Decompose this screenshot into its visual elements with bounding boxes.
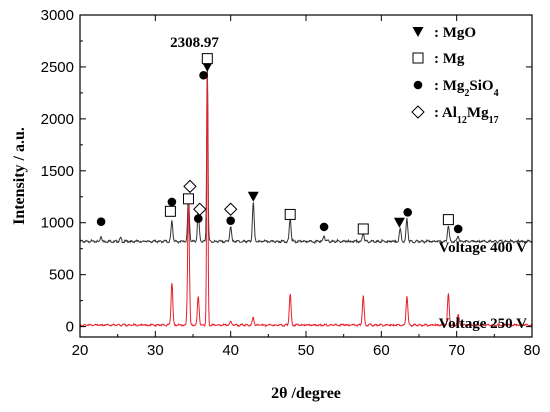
mg2sio4-marker <box>403 208 413 217</box>
peak-value-annotation: 2308.97 <box>170 35 219 51</box>
legend-label: : Mg2SiO4 <box>434 78 499 99</box>
al12mg17-marker <box>411 105 425 119</box>
y-tick-label: 500 <box>49 267 74 284</box>
mg2sio4-marker <box>413 80 423 90</box>
x-tick-label: 20 <box>72 342 89 359</box>
mg2sio4-marker <box>226 216 235 225</box>
trace-voltage-400v <box>79 65 533 245</box>
y-tick-label: 1000 <box>41 215 74 232</box>
mgo-marker <box>393 217 405 228</box>
legend: : MgO : Mg : Mg2SiO4 : Al12Mg17 <box>411 25 499 126</box>
legend-label: : Al12Mg17 <box>434 105 499 126</box>
legend-label: : Mg <box>434 51 465 67</box>
x-tick-label: 30 <box>147 342 164 359</box>
y-tick-label: 1500 <box>41 163 74 180</box>
x-axis-title: 2θ /degree <box>271 385 341 402</box>
mg-marker <box>357 223 369 235</box>
y-tick-label: 3000 <box>41 7 74 24</box>
phase-markers <box>96 53 463 235</box>
y-tick-label: 2000 <box>41 111 74 128</box>
mg-marker <box>164 205 176 217</box>
x-tick-label: 50 <box>298 342 315 359</box>
x-tick-label: 80 <box>524 342 541 359</box>
mg-marker <box>284 208 296 220</box>
y-tick-label: 2500 <box>41 59 74 76</box>
x-tick-label: 60 <box>373 342 390 359</box>
mg2sio4-marker <box>319 222 329 232</box>
mgo-marker <box>201 61 213 72</box>
mg2sio4-marker <box>96 217 106 227</box>
mg2sio4-marker <box>167 197 177 207</box>
x-tick-label: 70 <box>448 342 465 359</box>
al12mg17-marker <box>223 202 238 216</box>
mg2sio4-marker <box>199 70 208 80</box>
mgo-marker <box>247 191 259 202</box>
y-tick-label: 0 <box>66 319 74 336</box>
legend-label: : MgO <box>434 25 476 41</box>
series-label-400v: Voltage 400 V <box>439 240 528 256</box>
al12mg17-marker <box>183 179 197 194</box>
data-traces <box>79 65 533 328</box>
mg-marker <box>201 53 213 65</box>
mg2sio4-marker <box>453 224 463 234</box>
x-tick-label: 40 <box>222 342 239 359</box>
mg-marker <box>442 214 454 226</box>
mgo-marker <box>412 27 424 37</box>
trace-voltage-250v <box>79 72 533 328</box>
axis-ticks: 20 30 40 50 60 70 80 0 500 1000 1500 2000 2500 3000 <box>41 7 541 359</box>
y-axis-title: Intensity / a.u. <box>11 127 28 225</box>
mg2sio4-marker <box>193 214 203 223</box>
al12mg17-marker <box>193 202 207 216</box>
series-label-250v: Voltage 250 V <box>439 316 528 332</box>
mg-marker <box>412 52 424 64</box>
mg-marker <box>182 193 194 205</box>
